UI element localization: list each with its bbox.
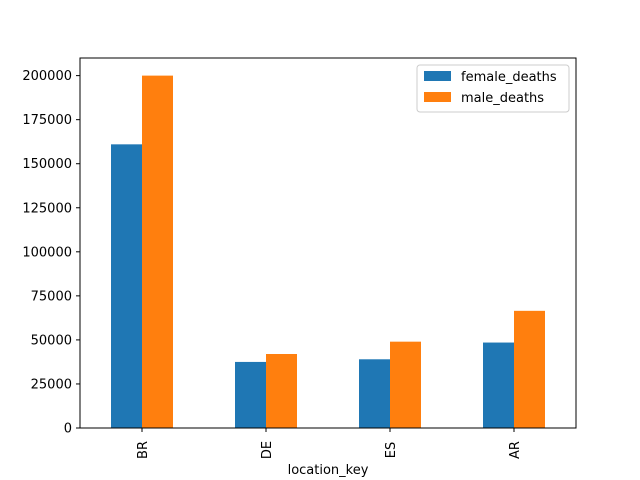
bar-female_deaths-BR xyxy=(111,144,142,429)
x-ticks-group: BR DE ES AR xyxy=(136,428,523,459)
bar-female_deaths-AR xyxy=(483,342,514,428)
x-tick-label: AR xyxy=(508,441,523,459)
plot-frame xyxy=(79,57,577,429)
y-tick-label: 0 xyxy=(64,422,72,437)
y-ticks-group: 0 25000 50000 75000 100000 125000 150000 175000… xyxy=(22,69,80,437)
y-tick-label: 25000 xyxy=(31,377,72,392)
x-tick-label: ES xyxy=(384,442,399,458)
y-tick-label: 100000 xyxy=(22,245,72,260)
bar-female_deaths-DE xyxy=(235,361,266,428)
bar-male_deaths-ES xyxy=(390,341,421,428)
y-tick-label: 150000 xyxy=(22,157,72,172)
legend-swatch-male_deaths xyxy=(424,92,451,102)
y-tick-label: 50000 xyxy=(31,333,72,348)
y-tick-label: 125000 xyxy=(22,201,72,216)
legend-swatch-female_deaths xyxy=(424,71,451,81)
bar-female_deaths-ES xyxy=(359,359,390,428)
legend-box xyxy=(416,64,570,113)
bar-male_deaths-BR xyxy=(142,75,173,428)
bar-male_deaths-DE xyxy=(266,354,297,428)
legend-label-male_deaths: male_deaths xyxy=(461,91,544,106)
y-tick-label: 200000 xyxy=(22,69,72,84)
legend: female_deaths male_deaths xyxy=(416,64,570,113)
x-tick-label: DE xyxy=(260,441,275,459)
y-tick-label: 175000 xyxy=(22,113,72,128)
x-tick-label: BR xyxy=(136,441,151,459)
y-tick-label: 75000 xyxy=(31,289,72,304)
x-axis-label: location_key xyxy=(288,463,369,478)
legend-label-female_deaths: female_deaths xyxy=(461,70,557,85)
bars-group xyxy=(111,75,545,429)
bar-male_deaths-AR xyxy=(514,310,545,428)
